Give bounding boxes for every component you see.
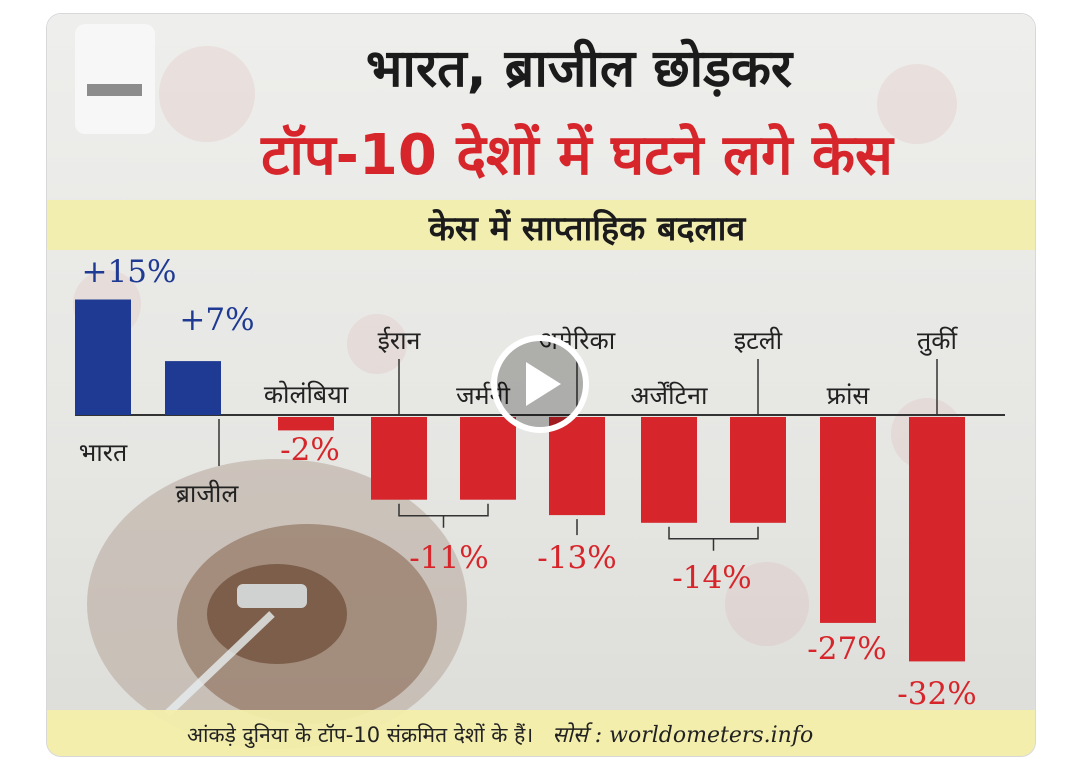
group-bracket-6 [668,526,759,551]
bar-2 [165,361,221,415]
bar-9 [820,417,876,623]
category-label-10: तुर्की [917,326,958,356]
bar-3 [278,417,334,431]
value-label-6: -14% [672,560,751,596]
play-button[interactable] [491,335,589,433]
bar-5 [460,417,516,500]
value-label-1: +15% [82,254,177,290]
category-label-9: फ्रांस [827,381,871,410]
chart-subtitle: केस में साप्ताहिक बदलाव [428,208,747,249]
value-label-4: -11% [409,540,488,576]
bar-7 [641,417,697,523]
title-line1: भारत, ब्राजील छोड़कर [366,38,794,99]
bar-1 [75,299,131,415]
footer-text: आंकड़े दुनिया के टॉप-10 संक्रमित देशों क… [187,722,813,749]
infographic-card: भारत, ब्राजील छोड़कर टॉप-10 देशों में घट… [47,14,1035,756]
chart: भारत, ब्राजील छोड़कर टॉप-10 देशों में घट… [47,24,1035,756]
bar-10 [909,417,965,662]
category-label-7: अर्जेंटिना [630,381,708,410]
bar-6 [549,417,605,516]
value-label-3: -2% [280,432,340,468]
value-label-8: -32% [897,676,976,712]
group-bracket-4 [398,503,489,528]
publisher-logo [75,24,155,134]
category-label-3: कोलंबिया [264,380,349,409]
subtitle-band [47,200,1035,250]
footer-note: आंकड़े दुनिया के टॉप-10 संक्रमित देशों क… [187,723,533,749]
title-line2: टॉप-10 देशों में घटने लगे केस [260,122,895,188]
footer-source: सोर्स : worldometers.info [552,722,813,748]
play-icon [526,362,561,406]
patient-photo [87,459,467,749]
category-label-1: भारत [79,438,128,467]
category-label-8: इटली [734,326,783,355]
value-label-2: +7% [179,302,254,338]
value-label-7: -27% [807,631,886,667]
category-label-2: ब्राजील [176,479,240,508]
bar-4 [371,417,427,500]
footer-band [47,710,1035,756]
bar-8 [730,417,786,523]
value-label-5: -13% [537,540,616,576]
category-label-4: ईरान [378,326,422,355]
